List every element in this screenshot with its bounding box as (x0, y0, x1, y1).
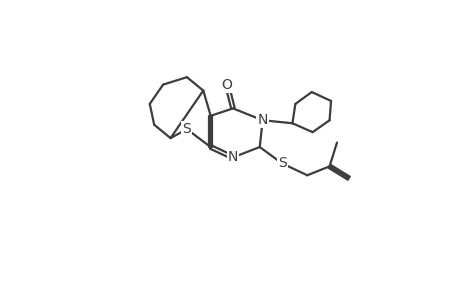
Text: N: N (257, 113, 267, 127)
Text: S: S (182, 122, 191, 136)
Text: O: O (221, 78, 232, 92)
Text: S: S (277, 156, 286, 170)
Text: N: N (227, 150, 238, 164)
